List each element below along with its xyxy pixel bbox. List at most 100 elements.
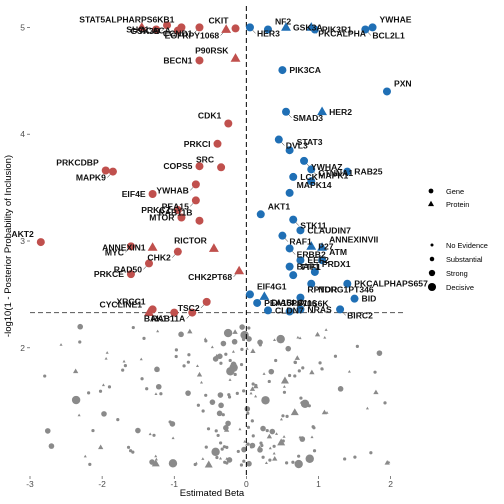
data-point-insignificant <box>310 435 314 439</box>
data-point-insignificant <box>216 433 220 438</box>
data-point-insignificant <box>219 456 223 460</box>
data-point-insignificant <box>204 339 208 343</box>
data-point-insignificant <box>318 361 322 365</box>
data-point-insignificant <box>187 353 191 357</box>
point-label: BID <box>362 294 377 304</box>
data-point-insignificant <box>293 374 297 378</box>
data-point-insignificant <box>239 362 244 367</box>
y-tick-label: 5 <box>20 22 25 32</box>
data-point <box>256 210 265 219</box>
data-point <box>101 166 110 175</box>
legend-size-key <box>429 256 435 262</box>
data-point-insignificant <box>294 355 300 360</box>
data-point-insignificant <box>101 383 105 387</box>
data-point-insignificant <box>201 409 205 413</box>
data-point-insignificant <box>217 392 224 398</box>
point-label: PRDX1 <box>322 259 351 269</box>
data-point-insignificant <box>199 380 204 384</box>
data-point-insignificant <box>169 421 176 427</box>
data-point-insignificant <box>123 364 127 368</box>
data-point-insignificant <box>140 377 144 381</box>
data-point-insignificant <box>298 336 302 340</box>
data-point-insignificant <box>152 433 156 437</box>
data-point <box>307 279 316 288</box>
data-point-insignificant <box>287 373 292 378</box>
data-point-insignificant <box>121 368 125 372</box>
data-point-insignificant <box>274 358 278 363</box>
data-point-insignificant <box>275 432 279 435</box>
data-point <box>245 290 254 299</box>
point-label: STK11 <box>300 221 326 231</box>
point-label: PEA15PS116 <box>264 298 317 308</box>
legend-triangle-key <box>427 200 435 207</box>
data-point-insignificant <box>98 444 104 450</box>
data-point <box>317 242 328 251</box>
data-point-insignificant <box>43 374 47 378</box>
data-point-insignificant <box>185 390 191 396</box>
data-point <box>230 53 241 62</box>
data-point-insignificant <box>276 334 285 344</box>
legend-label: Substantial <box>446 255 483 264</box>
legend-size-key <box>427 282 437 292</box>
point-label: RAD50 <box>114 264 142 274</box>
data-point <box>289 172 298 181</box>
point-label: ATM <box>329 247 347 257</box>
data-point <box>147 242 158 251</box>
point-label: SHC1 <box>126 25 149 35</box>
insignificant-points <box>43 323 391 469</box>
data-point-insignificant <box>261 455 265 459</box>
point-label: PRKCDBP <box>56 158 99 168</box>
data-point-insignificant <box>228 378 232 381</box>
data-point <box>36 238 45 247</box>
data-point-insignificant <box>87 391 91 395</box>
point-label: DIABLO <box>271 298 304 308</box>
data-point-insignificant <box>267 379 271 384</box>
data-point-insignificant <box>282 385 286 388</box>
data-point-insignificant <box>71 395 81 405</box>
point-label: NRAS <box>307 304 332 314</box>
data-point-insignificant <box>242 389 246 393</box>
point-label: RICTOR <box>174 235 208 245</box>
data-point-insignificant <box>282 390 287 394</box>
data-point-insignificant <box>139 357 143 361</box>
data-point-insignificant <box>249 386 256 391</box>
data-point-insignificant <box>220 447 224 451</box>
point-label: ERBB2 <box>297 249 326 259</box>
point-label: STAT3 <box>297 137 323 147</box>
data-point-insignificant <box>210 345 214 349</box>
data-point-insignificant <box>145 387 149 391</box>
data-point-insignificant <box>201 457 205 460</box>
data-point-insignificant <box>296 335 300 339</box>
data-point-insignificant <box>282 435 286 438</box>
y-tick-label: 3 <box>20 236 25 246</box>
point-label: RAB25 <box>354 167 382 177</box>
point-label: LCK <box>300 172 318 182</box>
data-point-insignificant <box>217 353 223 360</box>
data-point-insignificant <box>269 428 276 435</box>
data-point-insignificant <box>281 414 285 418</box>
data-point <box>170 308 179 317</box>
data-point-insignificant <box>373 389 379 395</box>
data-point-insignificant <box>107 385 112 389</box>
data-point <box>259 291 270 300</box>
point-label: XRCC1 <box>116 296 145 306</box>
y-axis-title: -log10(1 - Posterior Probability of Incl… <box>3 155 14 337</box>
data-point-insignificant <box>225 457 229 460</box>
data-point-insignificant <box>151 459 160 467</box>
data-point-insignificant <box>238 427 242 431</box>
point-label: RAF1 <box>289 237 312 247</box>
x-tick-label: -3 <box>26 479 34 489</box>
data-point-insignificant <box>154 454 158 458</box>
data-point-insignificant <box>187 328 193 334</box>
data-point-insignificant <box>203 337 207 341</box>
point-label: CHK2 <box>147 253 171 263</box>
data-point-insignificant <box>48 443 55 449</box>
data-point-insignificant <box>261 396 270 405</box>
data-point-insignificant <box>77 413 81 417</box>
data-point <box>296 256 305 265</box>
data-point-insignificant <box>154 366 160 373</box>
point-label: MAPK9 <box>76 173 106 183</box>
data-point <box>343 279 352 288</box>
data-point-insignificant <box>224 352 228 356</box>
data-point-insignificant <box>156 368 160 372</box>
